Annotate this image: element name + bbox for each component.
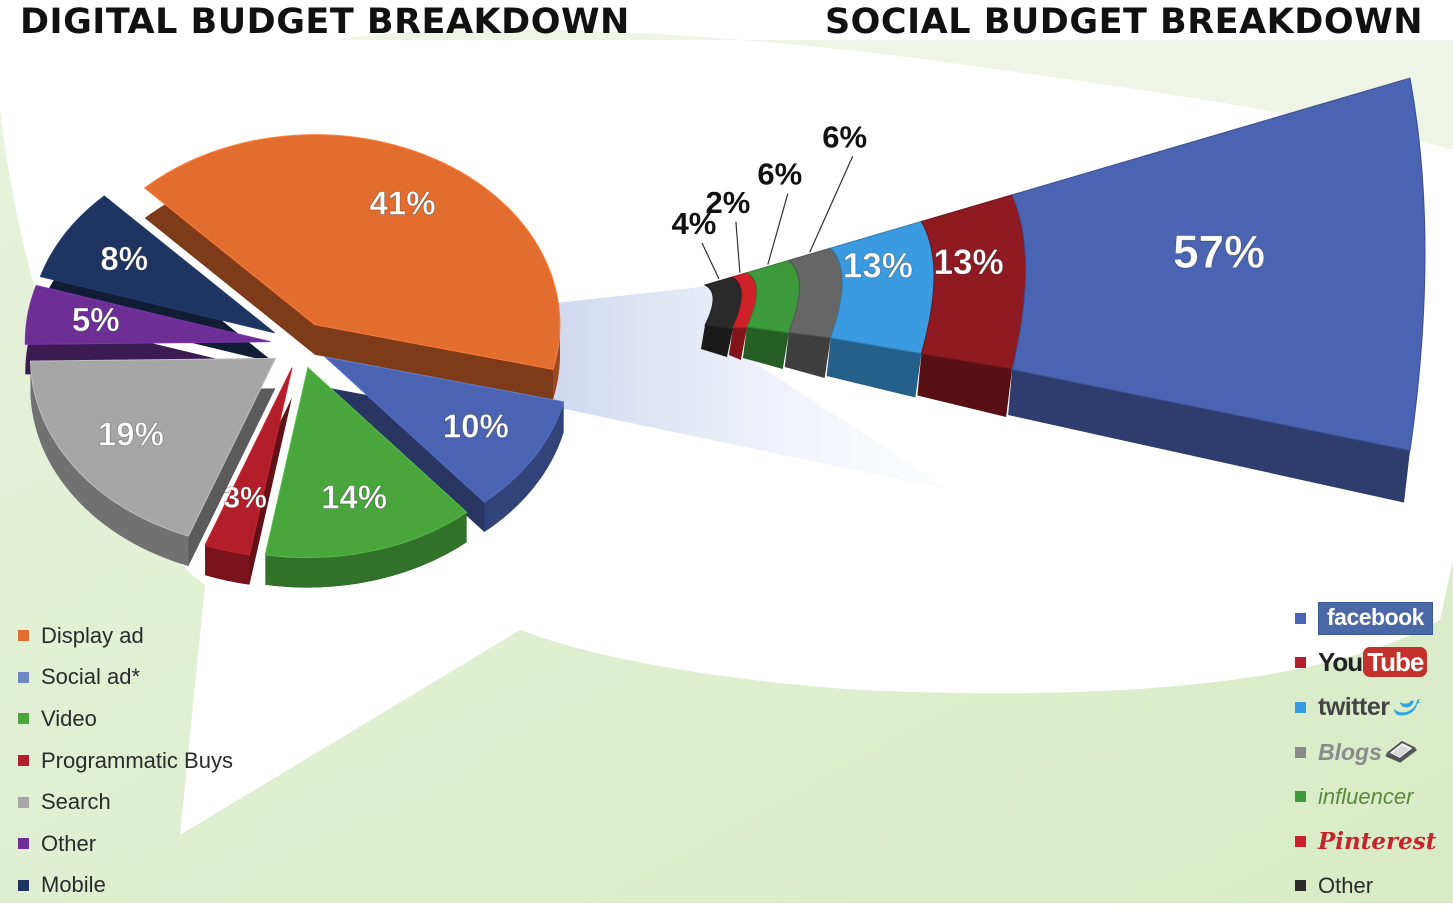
legend-label: Other xyxy=(1318,873,1373,899)
fan-label-blogs: 6% xyxy=(822,119,867,154)
influencer-logo: influencer xyxy=(1318,784,1413,810)
pie-label-programmatic-buys: 3% xyxy=(224,481,267,514)
legend-item-social-ad: Social ad* xyxy=(18,657,233,699)
legend-swatch xyxy=(1295,836,1306,847)
fan-segment-twitter xyxy=(831,221,935,353)
pie-label-other: 5% xyxy=(72,301,120,338)
legend-label: Search xyxy=(41,789,111,815)
twitter-bird-icon xyxy=(1392,697,1422,717)
legend-swatch xyxy=(1295,613,1306,624)
legend-label: Other xyxy=(41,831,96,857)
legend-swatch xyxy=(18,672,29,683)
twitter-logo: twitter xyxy=(1318,693,1390,722)
legend-item-other: Other xyxy=(18,823,233,865)
legend-swatch xyxy=(18,713,29,724)
pie-label-social-ad: 10% xyxy=(443,408,509,445)
legend-item-programmatic-buys: Programmatic Buys xyxy=(18,740,233,782)
fan-leader-line xyxy=(810,156,853,252)
fan-label-youtube: 13% xyxy=(934,243,1004,282)
legend-item-blogs: Blogs xyxy=(1295,730,1436,775)
legend-label: Social ad* xyxy=(41,664,140,690)
youtube-logo-you: You xyxy=(1318,647,1362,677)
pie-label-search: 19% xyxy=(98,416,164,453)
legend-swatch xyxy=(1295,657,1306,668)
legend-item-video: Video xyxy=(18,698,233,740)
blogs-logo: Blogs xyxy=(1318,739,1382,766)
legend-swatch xyxy=(1295,791,1306,802)
legend-label: Video xyxy=(41,706,97,732)
fan-label-pinterest: 2% xyxy=(705,185,750,220)
legend-item-display-ad: Display ad xyxy=(18,615,233,657)
fan-label-facebook: 57% xyxy=(1173,225,1265,277)
social-budget-title: SOCIAL BUDGET BREAKDOWN xyxy=(825,2,1423,42)
laptop-icon xyxy=(1384,739,1418,765)
fan-leader-line xyxy=(736,222,740,273)
legend-swatch xyxy=(18,838,29,849)
legend-swatch xyxy=(18,630,29,641)
pie-label-display-ad: 41% xyxy=(370,185,436,222)
digital-budget-title: DIGITAL BUDGET BREAKDOWN xyxy=(20,2,630,42)
legend-label: Programmatic Buys xyxy=(41,748,233,774)
legend-swatch xyxy=(18,880,29,891)
legend-label: Mobile xyxy=(41,872,106,898)
legend-item-other-social: Other xyxy=(1295,864,1436,908)
youtube-logo-tube: Tube xyxy=(1363,647,1427,677)
fan-label-influencer: 6% xyxy=(757,157,802,192)
legend-item-twitter: twitter xyxy=(1295,685,1436,730)
fan-segment-side-blogs xyxy=(785,332,831,378)
pie-label-video: 14% xyxy=(321,478,387,515)
legend-swatch xyxy=(1295,880,1306,891)
legend-label: Display ad xyxy=(41,623,144,649)
fan-leader-line xyxy=(768,194,788,265)
pie-label-mobile: 8% xyxy=(100,240,148,277)
legend-swatch xyxy=(18,797,29,808)
legend-swatch xyxy=(18,755,29,766)
fan-label-twitter: 13% xyxy=(843,247,913,286)
fan-leader-line xyxy=(702,243,719,279)
digital-legend: Display ad Social ad* Video Programmatic… xyxy=(18,615,233,906)
legend-item-pinterest: Pinterest xyxy=(1295,819,1436,864)
legend-item-mobile: Mobile xyxy=(18,865,233,907)
facebook-logo: facebook xyxy=(1318,602,1433,635)
legend-item-search: Search xyxy=(18,781,233,823)
legend-item-facebook: facebook xyxy=(1295,596,1436,641)
pinterest-logo: Pinterest xyxy=(1318,828,1436,855)
digital-budget-pie xyxy=(25,135,563,588)
legend-item-influencer: influencer xyxy=(1295,774,1436,819)
legend-swatch xyxy=(1295,702,1306,713)
legend-swatch xyxy=(1295,747,1306,758)
